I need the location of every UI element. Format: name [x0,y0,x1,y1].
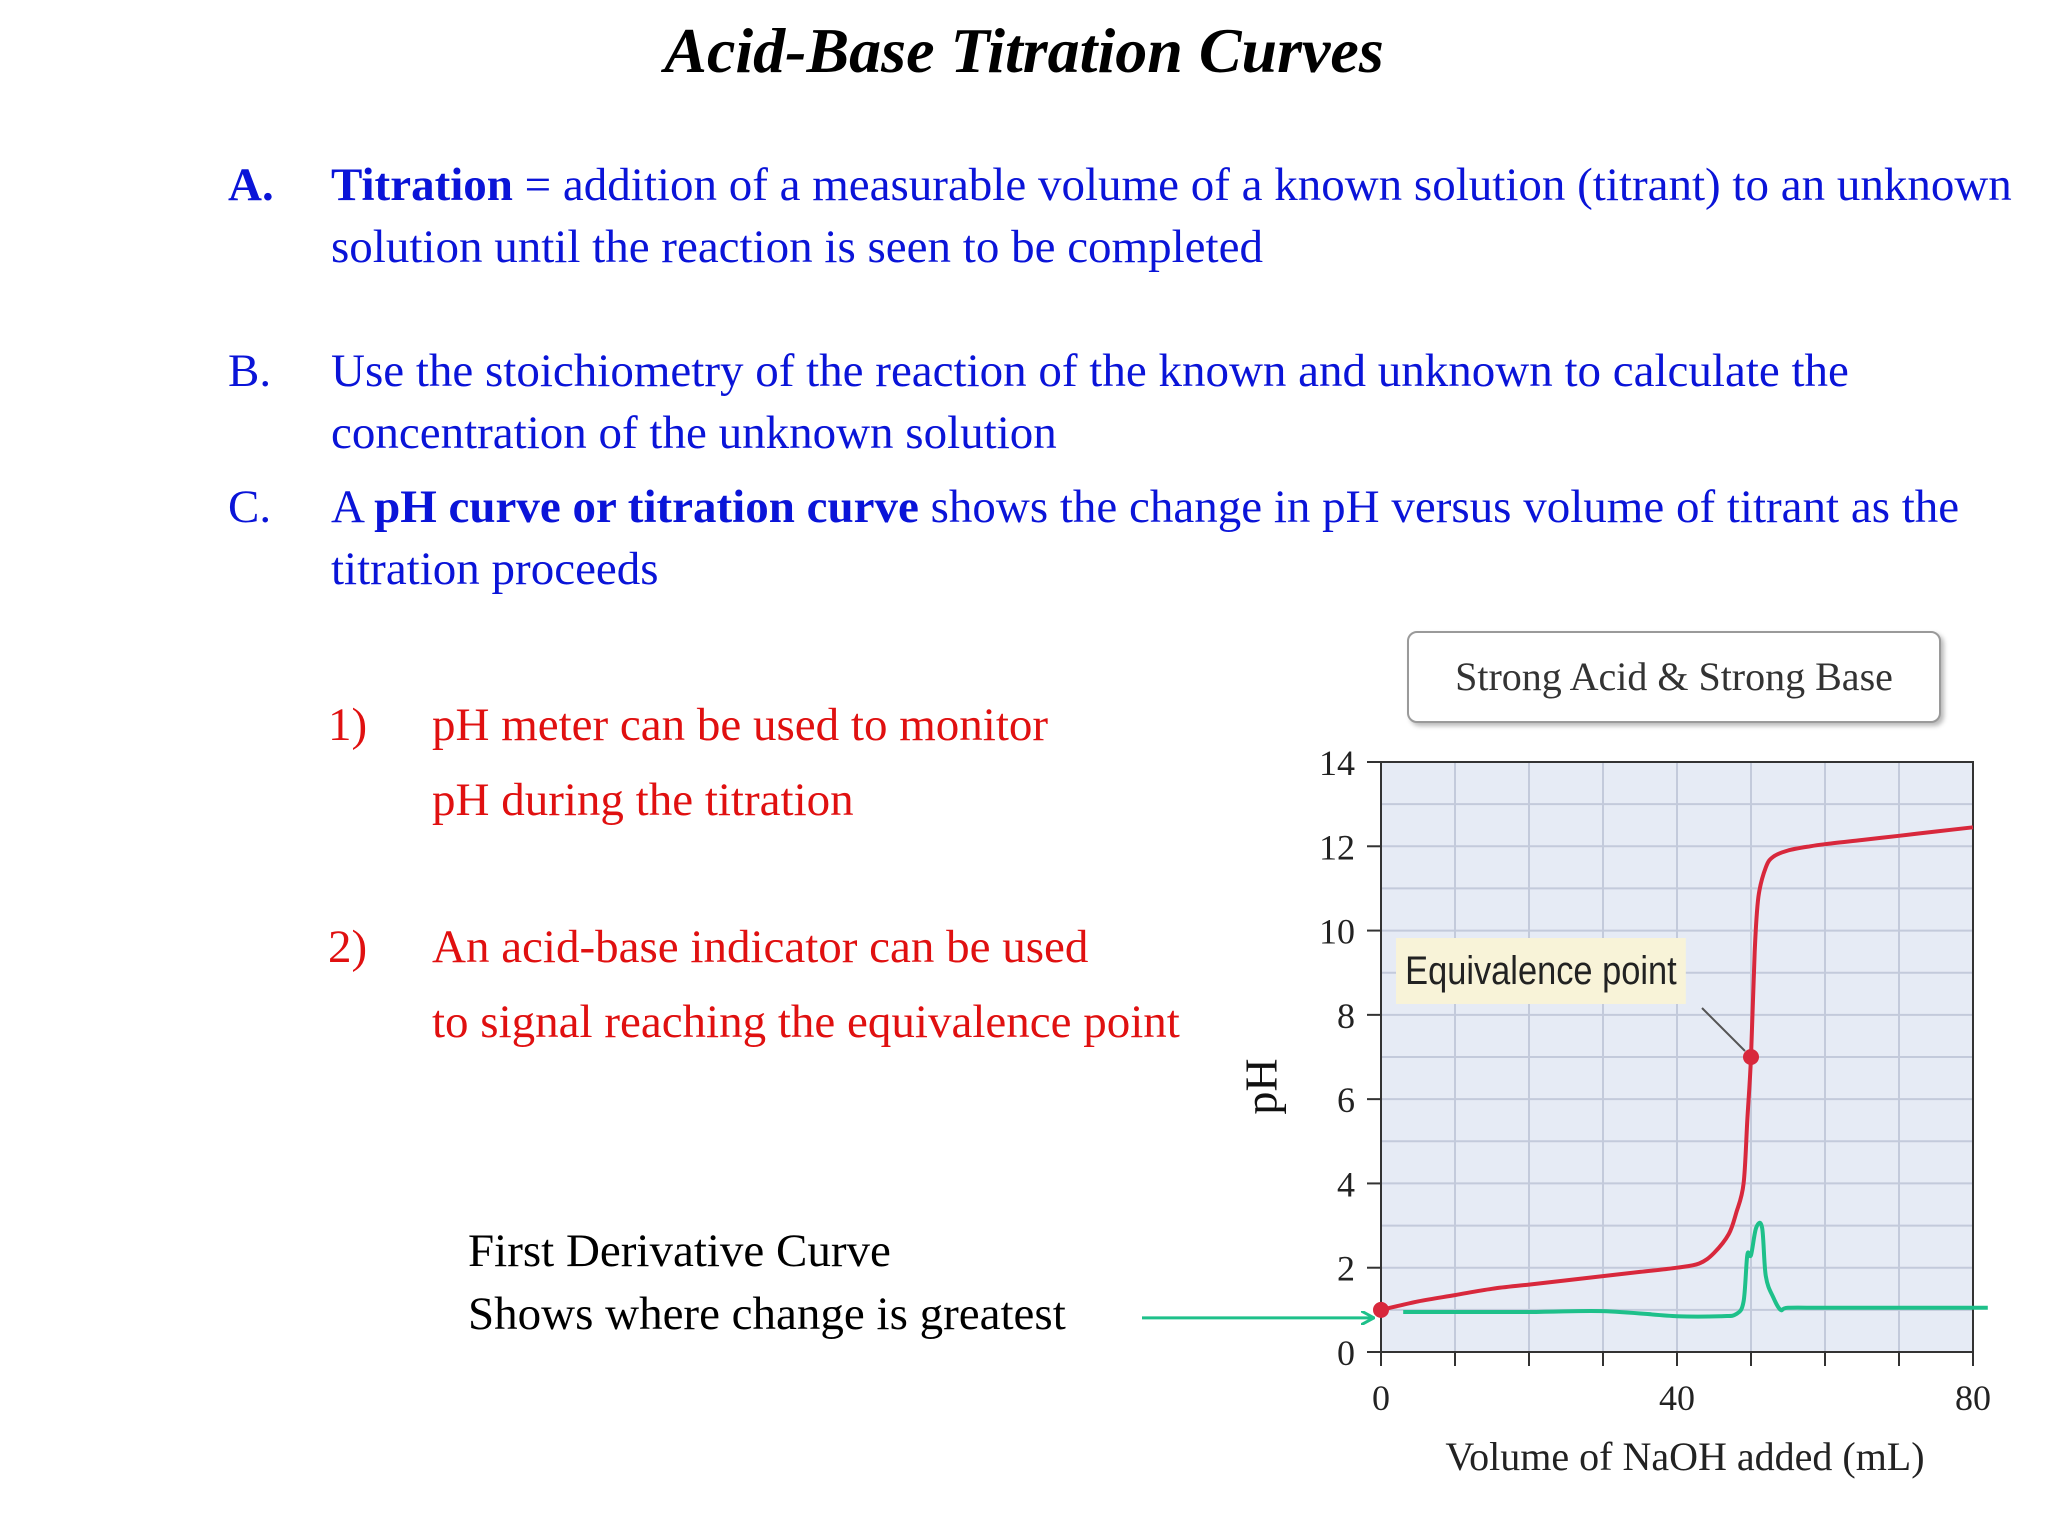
item-text: Titration = addition of a measurable vol… [331,154,2048,278]
item-letter: A. [228,159,274,211]
derivative-note-line: First Derivative Curve [468,1225,891,1277]
x-tick-label: 80 [1955,1378,1991,1418]
item-text: A pH curve or titration curve shows the … [331,476,2048,600]
subitem-line: pH meter can be used to monitor [432,699,1049,751]
term-titration: Titration [331,159,513,211]
subitem-number: 1) [328,699,368,751]
y-ticks: 0 2 4 6 8 10 12 14 [1319,743,1381,1373]
y-tick-label: 2 [1337,1249,1355,1289]
subitem-line: to signal reaching the equivalence point [432,996,1180,1048]
derivative-note: First Derivative Curve Shows where chang… [468,1220,1066,1346]
ph-curve-line [1380,825,1974,1312]
data-point [1373,1301,1389,1318]
y-tick-label: 6 [1337,1080,1355,1120]
item-body: = addition of a measurable volume of a k… [331,159,2012,273]
subitem-line: An acid-base indicator can be used [432,921,1089,973]
item-pre: A [331,481,375,533]
y-axis-title: pH [1235,1058,1287,1115]
x-tick-label: 0 [1372,1378,1390,1418]
x-tick-label: 40 [1659,1378,1695,1418]
derivative-note-line: Shows where change is greatest [468,1288,1066,1340]
data-point [1743,1049,1759,1065]
subitem-text: An acid-base indicator can be used to si… [432,910,1342,1060]
equivalence-point-label: Equivalence point [1396,938,1686,1004]
subitem-text: pH meter can be used to monitor pH durin… [432,688,1342,838]
y-tick-label: 0 [1337,1333,1355,1373]
item-body: shows the change in pH versus volume of … [331,481,1960,595]
y-tick-label: 10 [1319,912,1355,952]
marked-points [1373,1049,1759,1318]
x-ticks: 0 40 80 [1372,1352,1991,1418]
item-letter: B. [228,345,272,397]
subitem-line: pH during the titration [432,774,854,826]
derivative-curve-line [1403,1220,1988,1319]
y-tick-label: 4 [1337,1164,1355,1204]
term-ph-curve: pH curve or titration curve [374,481,919,533]
x-axis-title: Volume of NaOH added (mL) [1445,1434,1924,1479]
equivalence-leader-line [1701,1007,1746,1052]
subitem-number: 2) [328,921,368,973]
page-title: Acid-Base Titration Curves [664,15,1384,86]
chart-title-box: Strong Acid & Strong Base [1407,631,1941,723]
y-tick-label: 12 [1319,827,1355,867]
item-letter: C. [228,481,272,533]
item-text: Use the stoichiometry of the reaction of… [331,345,1849,459]
y-tick-label: 8 [1337,996,1355,1036]
y-tick-label: 14 [1319,743,1355,783]
